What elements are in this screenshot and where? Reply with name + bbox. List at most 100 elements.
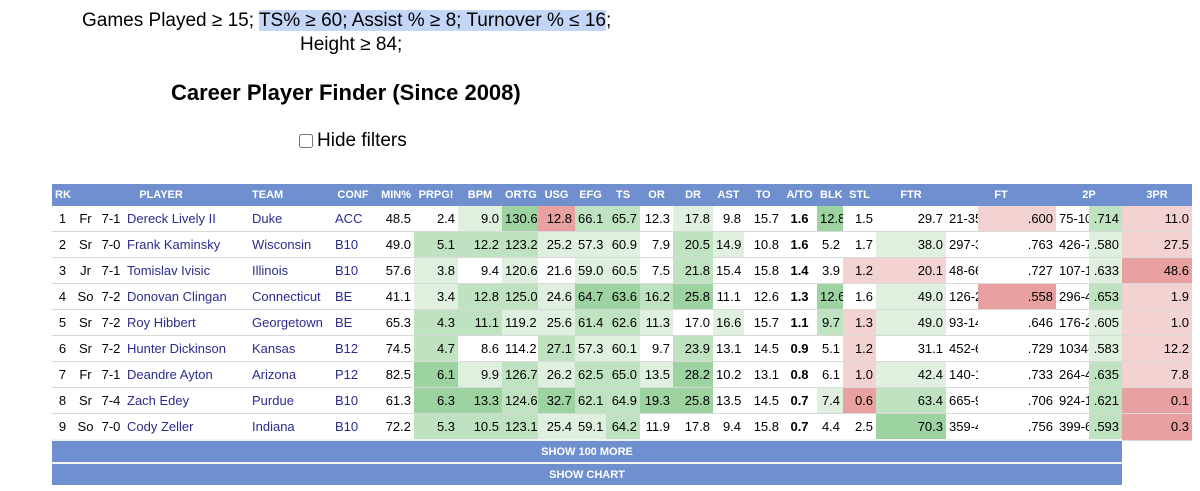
cell-twopp: .593 xyxy=(1089,413,1123,441)
cell-ato: 0.8 xyxy=(782,361,818,388)
show-more-button[interactable]: SHOW 100 MORE xyxy=(52,439,1123,463)
column-header-ts[interactable]: TS xyxy=(606,184,641,206)
cell-blk: 12.8 xyxy=(817,206,844,232)
column-header-prpg[interactable]: PRPG! xyxy=(414,184,459,206)
cell-team[interactable]: Indiana xyxy=(249,413,333,441)
column-header-player[interactable]: PLAYER xyxy=(73,184,250,206)
cell-team[interactable]: Purdue xyxy=(249,387,333,414)
cell-ftp: .706 xyxy=(978,387,1057,414)
cell-ato: 0.9 xyxy=(782,335,818,362)
cell-player[interactable]: Frank Kaminsky xyxy=(124,231,250,258)
cell-twopp: .580 xyxy=(1089,231,1123,258)
cell-min: 74.5 xyxy=(374,335,415,362)
cell-twopp: .714 xyxy=(1089,206,1123,232)
cell-ortg: 126.7 xyxy=(502,361,539,388)
cell-team[interactable]: Arizona xyxy=(249,361,333,388)
column-header-ortg[interactable]: ORTG xyxy=(502,184,539,206)
cell-ts: 60.5 xyxy=(606,257,641,284)
cell-dr: 25.8 xyxy=(673,283,714,310)
hide-filters-toggle[interactable]: Hide filters xyxy=(299,130,407,152)
cell-rk: 8 xyxy=(52,387,73,414)
column-header-2p[interactable]: 2P xyxy=(1056,184,1123,206)
cell-conf[interactable]: B10 xyxy=(332,231,375,258)
cell-rk: 5 xyxy=(52,309,73,336)
column-header-min[interactable]: MIN% xyxy=(374,184,415,206)
cell-ftr: 63.4 xyxy=(876,387,947,414)
cell-prpg: 4.7 xyxy=(414,335,459,362)
cell-twopp: .583 xyxy=(1089,335,1123,362)
cell-conf[interactable]: BE xyxy=(332,309,375,336)
cell-dr: 28.2 xyxy=(673,361,714,388)
cell-to: 15.7 xyxy=(744,206,783,232)
cell-usg: 32.7 xyxy=(538,387,576,414)
cell-yr: Fr xyxy=(73,206,98,232)
cell-dr: 20.5 xyxy=(673,231,714,258)
header-row: RK PLAYER TEAM CONF MIN% PRPG! BPM ORTG USG EFG TS… xyxy=(52,184,1192,206)
cell-player[interactable]: Roy Hibbert xyxy=(124,309,250,336)
cell-efg: 62.1 xyxy=(575,387,607,414)
hide-filters-checkbox[interactable] xyxy=(299,134,313,148)
cell-ht: 7-4 xyxy=(98,387,124,414)
cell-ast: 15.4 xyxy=(713,257,745,284)
cell-team[interactable]: Georgetown xyxy=(249,309,333,336)
cell-team[interactable]: Wisconsin xyxy=(249,231,333,258)
cell-twop: 924-1489 xyxy=(1056,387,1090,414)
show-chart-button[interactable]: SHOW CHART xyxy=(52,462,1123,485)
cell-conf[interactable]: ACC xyxy=(332,206,375,232)
cell-bpm: 9.4 xyxy=(458,257,503,284)
cell-team[interactable]: Connecticut xyxy=(249,283,333,310)
cell-player[interactable]: Deandre Ayton xyxy=(124,361,250,388)
column-header-rk[interactable]: RK xyxy=(52,184,73,206)
column-header-blk[interactable]: BLK xyxy=(817,184,844,206)
cell-min: 48.5 xyxy=(374,206,415,232)
column-header-ast[interactable]: AST xyxy=(713,184,745,206)
column-header-conf[interactable]: CONF xyxy=(332,184,375,206)
column-header-a-to[interactable]: A/TO xyxy=(782,184,818,206)
cell-ortg: 120.6 xyxy=(502,257,539,284)
cell-ortg: 119.2 xyxy=(502,309,539,336)
cell-conf[interactable]: B12 xyxy=(332,335,375,362)
cell-stl: 1.5 xyxy=(843,206,877,232)
cell-conf[interactable]: P12 xyxy=(332,361,375,388)
column-header-3pr[interactable]: 3PR xyxy=(1122,184,1192,206)
column-header-ft[interactable]: FT xyxy=(946,184,1057,206)
filters-highlighted: TS% ≥ 60; Assist % ≥ 8; Turnover % ≤ 16 xyxy=(258,10,606,31)
cell-conf[interactable]: B10 xyxy=(332,257,375,284)
cell-ast: 10.2 xyxy=(713,361,745,388)
cell-conf[interactable]: BE xyxy=(332,283,375,310)
table-row: 6 Sr 7-2 Hunter Dickinson Kansas B12 74.5 4.7 8.… xyxy=(52,335,1192,362)
cell-ato: 1.3 xyxy=(782,283,818,310)
column-header-stl[interactable]: STL xyxy=(843,184,877,206)
cell-or: 7.5 xyxy=(640,257,674,284)
cell-player[interactable]: Tomislav Ivisic xyxy=(124,257,250,284)
cell-team[interactable]: Duke xyxy=(249,206,333,232)
cell-yr: Jr xyxy=(73,257,98,284)
cell-team[interactable]: Illinois xyxy=(249,257,333,284)
cell-player[interactable]: Hunter Dickinson xyxy=(124,335,250,362)
cell-efg: 62.5 xyxy=(575,361,607,388)
column-header-efg[interactable]: EFG xyxy=(575,184,607,206)
cell-player[interactable]: Donovan Clingan xyxy=(124,283,250,310)
cell-to: 15.7 xyxy=(744,309,783,336)
cell-player[interactable]: Dereck Lively II xyxy=(124,206,250,232)
column-header-dr[interactable]: DR xyxy=(673,184,714,206)
column-header-bpm[interactable]: BPM xyxy=(458,184,503,206)
cell-team[interactable]: Kansas xyxy=(249,335,333,362)
column-header-ftr[interactable]: FTR xyxy=(876,184,947,206)
table-row: 7 Fr 7-1 Deandre Ayton Arizona P12 82.5 6.1 9.9 1… xyxy=(52,361,1192,388)
column-header-team[interactable]: TEAM xyxy=(249,184,333,206)
cell-conf[interactable]: B10 xyxy=(332,387,375,414)
cell-blk: 12.6 xyxy=(817,283,844,310)
column-header-usg[interactable]: USG xyxy=(538,184,576,206)
cell-player[interactable]: Cody Zeller xyxy=(124,413,250,441)
cell-ht: 7-2 xyxy=(98,309,124,336)
cell-ftr: 49.0 xyxy=(876,283,947,310)
column-header-or[interactable]: OR xyxy=(640,184,674,206)
column-header-to[interactable]: TO xyxy=(744,184,783,206)
table-row: 1 Fr 7-1 Dereck Lively II Duke ACC 48.5 2.4 9.0 1… xyxy=(52,206,1192,232)
cell-ft: 359-475 xyxy=(946,413,979,441)
cell-player[interactable]: Zach Edey xyxy=(124,387,250,414)
cell-ftp: .729 xyxy=(978,335,1057,362)
cell-ft: 21-35 xyxy=(946,206,979,232)
cell-conf[interactable]: B10 xyxy=(332,413,375,441)
